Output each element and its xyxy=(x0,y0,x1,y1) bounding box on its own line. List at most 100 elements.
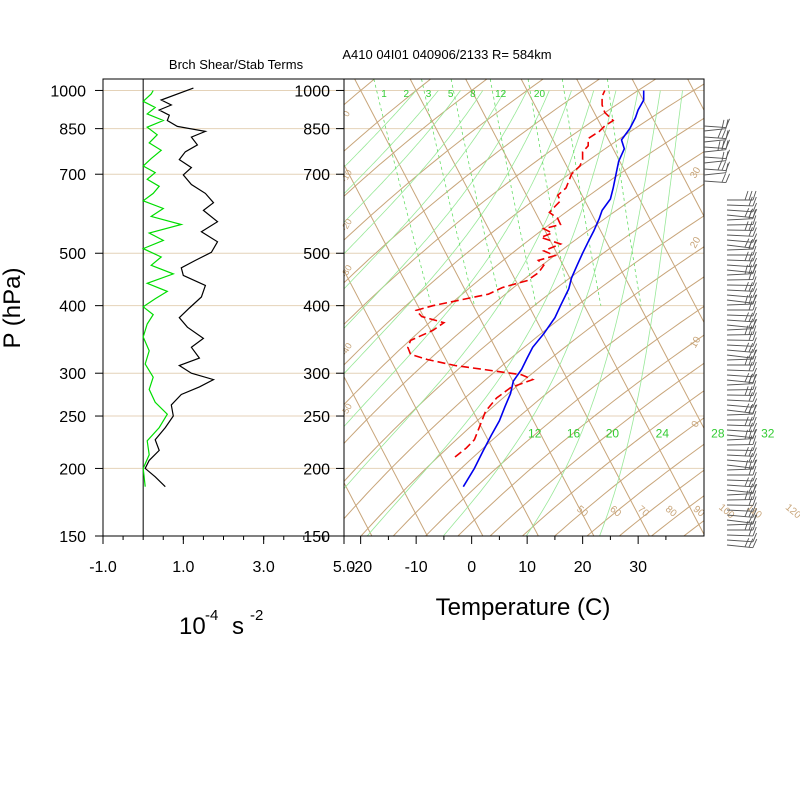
wind-barb-staff xyxy=(727,494,753,495)
skewt-moist-adiabat xyxy=(95,91,460,537)
units-symbol-exponent: -2 xyxy=(250,607,263,624)
skewt-mixing-label: 2 xyxy=(404,89,410,100)
wind-barb xyxy=(727,361,756,371)
shear-units-label: 10 -4 s -2 xyxy=(179,607,263,640)
shear-y-tick-label: 400 xyxy=(59,299,86,316)
wind-barb-staff xyxy=(727,375,753,377)
wind-barb xyxy=(727,196,756,206)
skewt-moist-adiabat xyxy=(56,91,416,537)
wind-barb xyxy=(727,301,756,310)
skewt-y-tick-label: 150 xyxy=(303,529,330,546)
wind-barb-feather xyxy=(722,129,726,138)
shear-y-tick-label: 250 xyxy=(59,409,86,426)
skewt-dry-adiabat xyxy=(38,79,430,536)
wind-barb-staff xyxy=(727,480,753,481)
shear-y-tick-label: 700 xyxy=(59,167,86,184)
wind-barb-staff xyxy=(704,161,726,163)
wind-barb-feather xyxy=(718,161,722,170)
skewt-x-tick-label: -10 xyxy=(405,559,428,576)
skewt-isotherm xyxy=(577,79,800,536)
skewt-mixing-ratio-line xyxy=(422,79,475,306)
wind-barb-feather xyxy=(718,129,722,138)
skewt-dry-adiabat xyxy=(0,79,318,536)
wind-barb-feather xyxy=(745,208,749,217)
skewt-edge-label: 0 xyxy=(341,109,352,118)
wind-barb-feather xyxy=(726,174,730,183)
shear-x-tick-label: -1.0 xyxy=(89,559,117,576)
wind-barb xyxy=(704,138,730,149)
wind-barb-staff xyxy=(727,329,753,330)
skewt-moist-label: 24 xyxy=(656,427,670,441)
y-axis-label: P (hPa) xyxy=(0,268,26,349)
skewt-moist-label: 16 xyxy=(567,427,581,441)
wind-barb xyxy=(703,140,729,152)
skewt-moist-adiabat xyxy=(367,91,616,537)
wind-barb-staff xyxy=(727,524,753,525)
skewt-dry-adiabat xyxy=(684,79,800,536)
skewt-isotherm xyxy=(299,79,538,536)
skewt-x-tick-label: 0 xyxy=(467,559,476,576)
skewt-moist-adiabat xyxy=(75,91,439,537)
units-symbol: s xyxy=(232,613,244,640)
wind-barb-staff xyxy=(704,129,726,131)
skewt-moist-label: 12 xyxy=(528,427,542,441)
shear-y-tick-label: 200 xyxy=(59,461,86,478)
skewt-moist-adiabat xyxy=(118,91,483,537)
skewt-dry-adiabat xyxy=(587,79,800,536)
shear-panel-title: Brch Shear/Stab Terms xyxy=(169,57,304,72)
shear-x-tick-label: 1.0 xyxy=(172,559,194,576)
skewt-moist-adiabat xyxy=(304,91,594,537)
wind-barb xyxy=(727,286,757,297)
wind-barb-staff xyxy=(727,540,753,542)
skewt-moist-label: 32 xyxy=(761,427,775,441)
wind-barb-feather xyxy=(745,386,748,395)
skewt-dry-adiabat xyxy=(0,79,262,536)
skewt-dry-adiabat xyxy=(393,79,800,536)
skewt-y-tick-label: 1000 xyxy=(294,83,330,100)
skewt-moist-label: 28 xyxy=(711,427,725,441)
skewt-adiabat-label: 80 xyxy=(663,504,679,520)
skewt-mixing-label: 1 xyxy=(381,89,387,100)
skewt-edge-label: 30 xyxy=(688,165,703,181)
wind-barb xyxy=(727,421,757,432)
skewt-dry-adiabat xyxy=(297,79,800,536)
wind-barb xyxy=(727,466,756,475)
shear-panel-series xyxy=(143,88,217,487)
wind-barb-feather xyxy=(745,312,749,321)
skewt-dry-adiabat xyxy=(781,79,800,536)
wind-barb-feather xyxy=(749,538,753,547)
skewt-y-tick-label: 500 xyxy=(303,246,330,263)
skewt-y-tick-label: 250 xyxy=(303,409,330,426)
wind-barb-staff xyxy=(727,465,753,468)
skewt-adiabat-label: 70 xyxy=(635,504,651,520)
skewt-mixing-ratio-line xyxy=(562,79,601,306)
wind-barb xyxy=(727,391,756,402)
skewt-isotherm xyxy=(133,79,372,536)
wind-barb-feather xyxy=(722,173,726,182)
wind-barb-staff xyxy=(727,240,753,242)
skewt-dry-adiabat xyxy=(71,79,487,536)
shear-x-tick-label: 3.0 xyxy=(253,559,275,576)
wind-barb-feather xyxy=(745,477,749,486)
skewt-x-tick-label: 20 xyxy=(574,559,592,576)
skewt-mixing-label: 5 xyxy=(448,89,454,100)
wind-barb-feather xyxy=(745,417,748,426)
skewt-mixing-ratio-line xyxy=(451,79,501,306)
skewt-adiabat-label: 120 xyxy=(783,502,800,521)
wind-barb-feather xyxy=(745,373,749,382)
dewpoint-profile-line xyxy=(408,91,613,458)
wind-barb-staff xyxy=(727,300,753,303)
wind-barb-staff xyxy=(704,150,726,152)
skewt-edge-label: -10 xyxy=(339,168,354,184)
wind-barb xyxy=(703,119,729,131)
skewt-y-tick-label: 300 xyxy=(303,366,330,383)
wind-barb-staff xyxy=(704,140,726,142)
wind-barb-staff xyxy=(727,315,753,316)
shear-y-tick-label: 1000 xyxy=(50,83,86,100)
wind-barb xyxy=(727,226,756,237)
wind-barb-staff xyxy=(704,173,726,175)
units-base-exponent: -4 xyxy=(205,607,218,624)
skewt-dry-adiabat xyxy=(716,79,800,536)
